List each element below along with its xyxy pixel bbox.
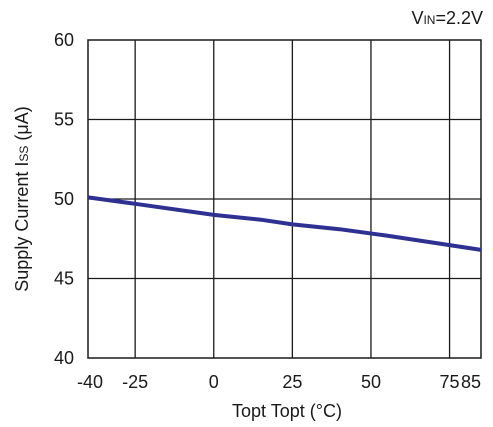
x-tick-label: -25: [122, 372, 148, 392]
y-tick-label: 45: [54, 269, 74, 289]
x-tick-labels: -40 -25 0 25 50 75 85: [77, 372, 481, 392]
y-tick-label: 50: [54, 189, 74, 209]
y-tick-label: 55: [54, 110, 74, 130]
x-tick-label: 85: [461, 372, 481, 392]
y-tick-label: 60: [54, 30, 74, 50]
supply-current-series-line: [87, 195, 482, 252]
x-tick-label: 75: [440, 372, 460, 392]
y-axis-label: Supply Current ISS (μA): [12, 106, 32, 291]
y-axis-label-main: Supply Current I: [12, 162, 32, 292]
y-axis-label-rest: (μA): [12, 106, 32, 145]
x-tick-label: 25: [282, 372, 302, 392]
annotation-main: V: [411, 8, 423, 28]
y-tick-labels: 40 45 50 55 60: [54, 30, 74, 368]
y-axis-label-subscript: SS: [17, 146, 31, 162]
x-tick-label: -40: [77, 372, 103, 392]
grid-lines: [88, 40, 481, 358]
x-tick-label: 0: [209, 372, 219, 392]
condition-annotation: VIN=2.2V: [411, 8, 483, 28]
y-tick-label: 40: [54, 348, 74, 368]
annotation-subscript: IN: [423, 13, 435, 27]
series-layer: [87, 195, 482, 252]
x-axis-label: Topt Topt (°C): [232, 401, 342, 421]
annotation-rest: =2.2V: [435, 8, 483, 28]
x-tick-label: 50: [361, 372, 381, 392]
